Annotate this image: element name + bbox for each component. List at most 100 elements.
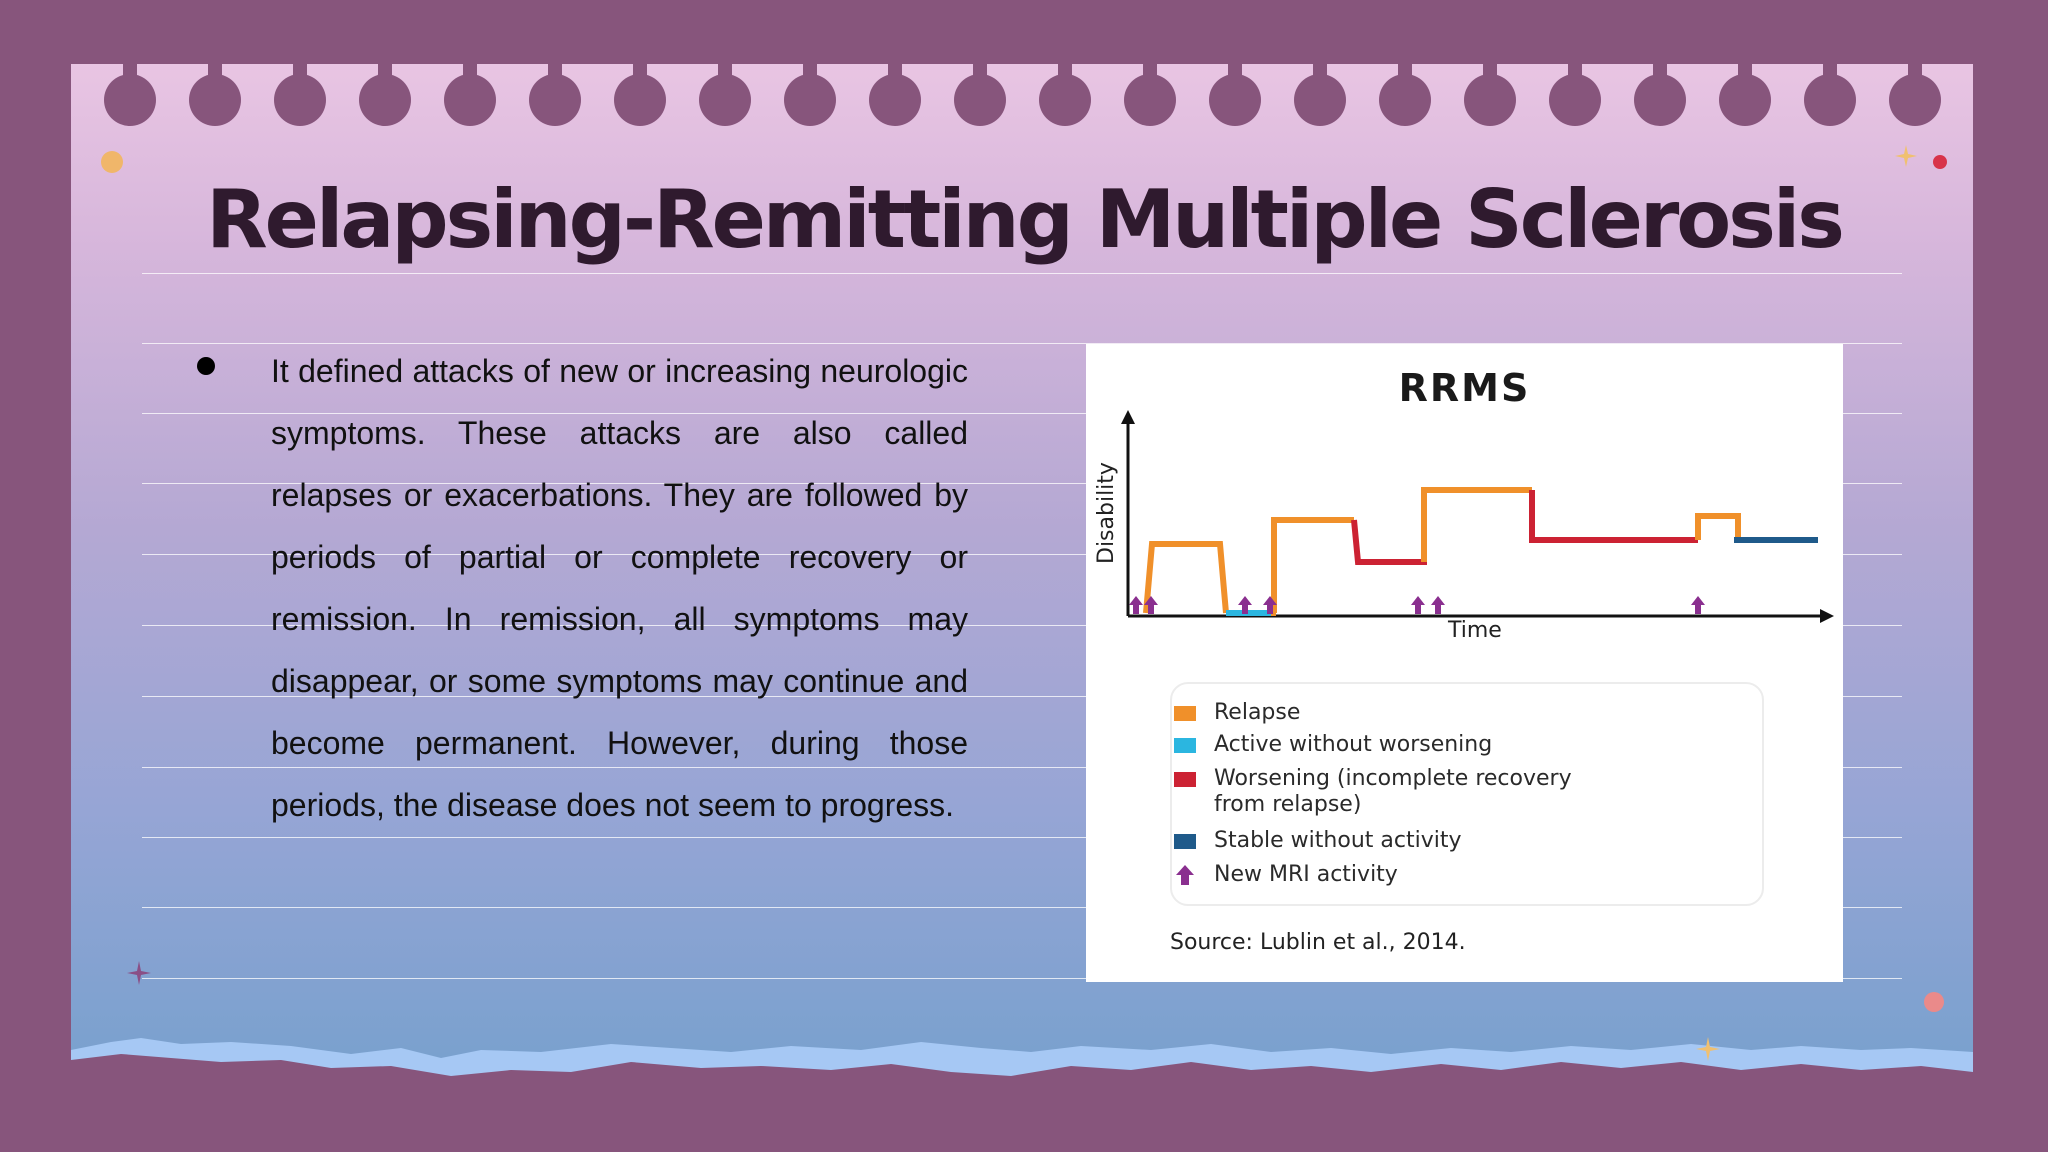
slide-body-text: It defined attacks of new or increasing …: [271, 353, 968, 823]
binder-hole-notch: [1483, 62, 1497, 84]
binder-hole-notch: [1228, 62, 1242, 84]
binder-hole-notch: [378, 62, 392, 84]
ruled-line: [142, 413, 1902, 414]
binder-hole: [1889, 74, 1941, 126]
y-axis-label: Disability: [1094, 462, 1119, 564]
legend-item-active: Active without worsening: [1174, 732, 1493, 758]
legend-label: Active without worsening: [1214, 732, 1493, 757]
binder-hole: [359, 74, 411, 126]
sparkle-decoration: [1696, 1037, 1720, 1061]
x-axis-label: Time: [1447, 618, 1502, 643]
slide-title: Relapsing-Remitting Multiple Sclerosis: [206, 173, 1845, 266]
binder-hole: [444, 74, 496, 126]
binder-hole-notch: [1823, 62, 1837, 84]
ruled-line: [142, 696, 1902, 697]
binder-hole-notch: [1738, 62, 1752, 84]
legend-label: Stable without activity: [1214, 828, 1462, 853]
binder-hole: [1719, 74, 1771, 126]
binder-hole: [1039, 74, 1091, 126]
dot-decoration: [1933, 155, 1947, 169]
rrms-figure: RRMS Disability Time: [1086, 344, 1843, 982]
legend-item-worsening: Worsening (incomplete recovery from rela…: [1174, 766, 1572, 818]
worsening-segment: [1529, 490, 1698, 543]
binder-hole-notch: [718, 62, 732, 84]
legend-label: Worsening (incomplete recovery: [1214, 766, 1572, 791]
torn-edge: [71, 1038, 1973, 1102]
binder-hole-notch: [1058, 62, 1072, 84]
binder-hole-notch: [463, 62, 477, 84]
binder-hole: [614, 74, 666, 126]
binder-hole-notch: [633, 62, 647, 84]
binder-hole: [1804, 74, 1856, 126]
binder-hole-notch: [1653, 62, 1667, 84]
disability-line: [1143, 487, 1818, 616]
binder-hole-notch: [208, 62, 222, 84]
relapse-segment: [1695, 513, 1741, 540]
ruled-line: [142, 343, 1902, 344]
binder-hole-notch: [1908, 62, 1922, 84]
binder-hole: [529, 74, 581, 126]
binder-hole: [1549, 74, 1601, 126]
binder-hole: [1209, 74, 1261, 126]
legend-swatch: [1174, 738, 1196, 753]
chart-legend: Relapse Active without worsening Worseni…: [1170, 682, 1764, 906]
mri-markers: [1129, 596, 1705, 614]
legend-swatch: [1174, 772, 1196, 787]
ruled-line: [142, 625, 1902, 626]
binder-hole-notch: [973, 62, 987, 84]
bullet-point: [197, 357, 215, 375]
binder-hole-notch: [1313, 62, 1327, 84]
binder-hole: [104, 74, 156, 126]
mri-arrow-icon: [1144, 596, 1158, 614]
figure-title: RRMS: [1398, 366, 1531, 410]
legend-label: Relapse: [1214, 700, 1301, 725]
legend-swatch: [1174, 706, 1196, 721]
binder-hole: [869, 74, 921, 126]
mri-arrow-icon: [1263, 596, 1277, 614]
binder-hole-notch: [1398, 62, 1412, 84]
figure-source: Source: Lublin et al., 2014.: [1170, 930, 1466, 955]
legend-swatch: [1174, 834, 1196, 849]
binder-hole: [954, 74, 1006, 126]
legend-item-stable: Stable without activity: [1174, 828, 1462, 854]
binder-hole: [784, 74, 836, 126]
rrms-chart: Disability Time: [1094, 410, 1834, 643]
relapse-segment: [1143, 541, 1229, 614]
binder-hole: [1634, 74, 1686, 126]
legend-item-mri: New MRI activity: [1176, 862, 1398, 888]
ruled-line: [142, 978, 1902, 979]
worsening-segment: [1351, 519, 1427, 565]
mri-arrow-icon: [1691, 596, 1705, 614]
ruled-line: [142, 907, 1902, 908]
binder-hole-notch: [548, 62, 562, 84]
mri-arrow-icon: [1129, 596, 1143, 614]
mri-arrow-icon: [1411, 596, 1425, 614]
binder-hole: [274, 74, 326, 126]
binder-hole-notch: [888, 62, 902, 84]
ruled-line: [142, 767, 1902, 768]
binder-hole-notch: [1568, 62, 1582, 84]
sparkle-decoration: [1895, 145, 1917, 167]
ruled-line: [142, 554, 1902, 555]
binder-hole-notch: [803, 62, 817, 84]
legend-label-continued: from relapse): [1214, 792, 1362, 817]
mri-arrow-icon: [1238, 596, 1252, 614]
relapse-segment: [1271, 517, 1354, 616]
legend-item-relapse: Relapse: [1174, 700, 1301, 726]
binder-hole-notch: [1143, 62, 1157, 84]
binder-hole: [1464, 74, 1516, 126]
binder-hole-notch: [123, 62, 137, 84]
relapse-segment: [1421, 487, 1532, 562]
dot-decoration: [1924, 992, 1944, 1012]
binder-hole: [699, 74, 751, 126]
ruled-line: [142, 273, 1902, 274]
sparkle-decoration: [127, 961, 151, 985]
binder-hole: [189, 74, 241, 126]
legend-label: New MRI activity: [1214, 862, 1398, 887]
arrow-up-icon: [1176, 865, 1194, 885]
ruled-line: [142, 837, 1902, 838]
mri-arrow-icon: [1431, 596, 1445, 614]
binder-hole: [1379, 74, 1431, 126]
binder-holes: [71, 62, 1973, 126]
